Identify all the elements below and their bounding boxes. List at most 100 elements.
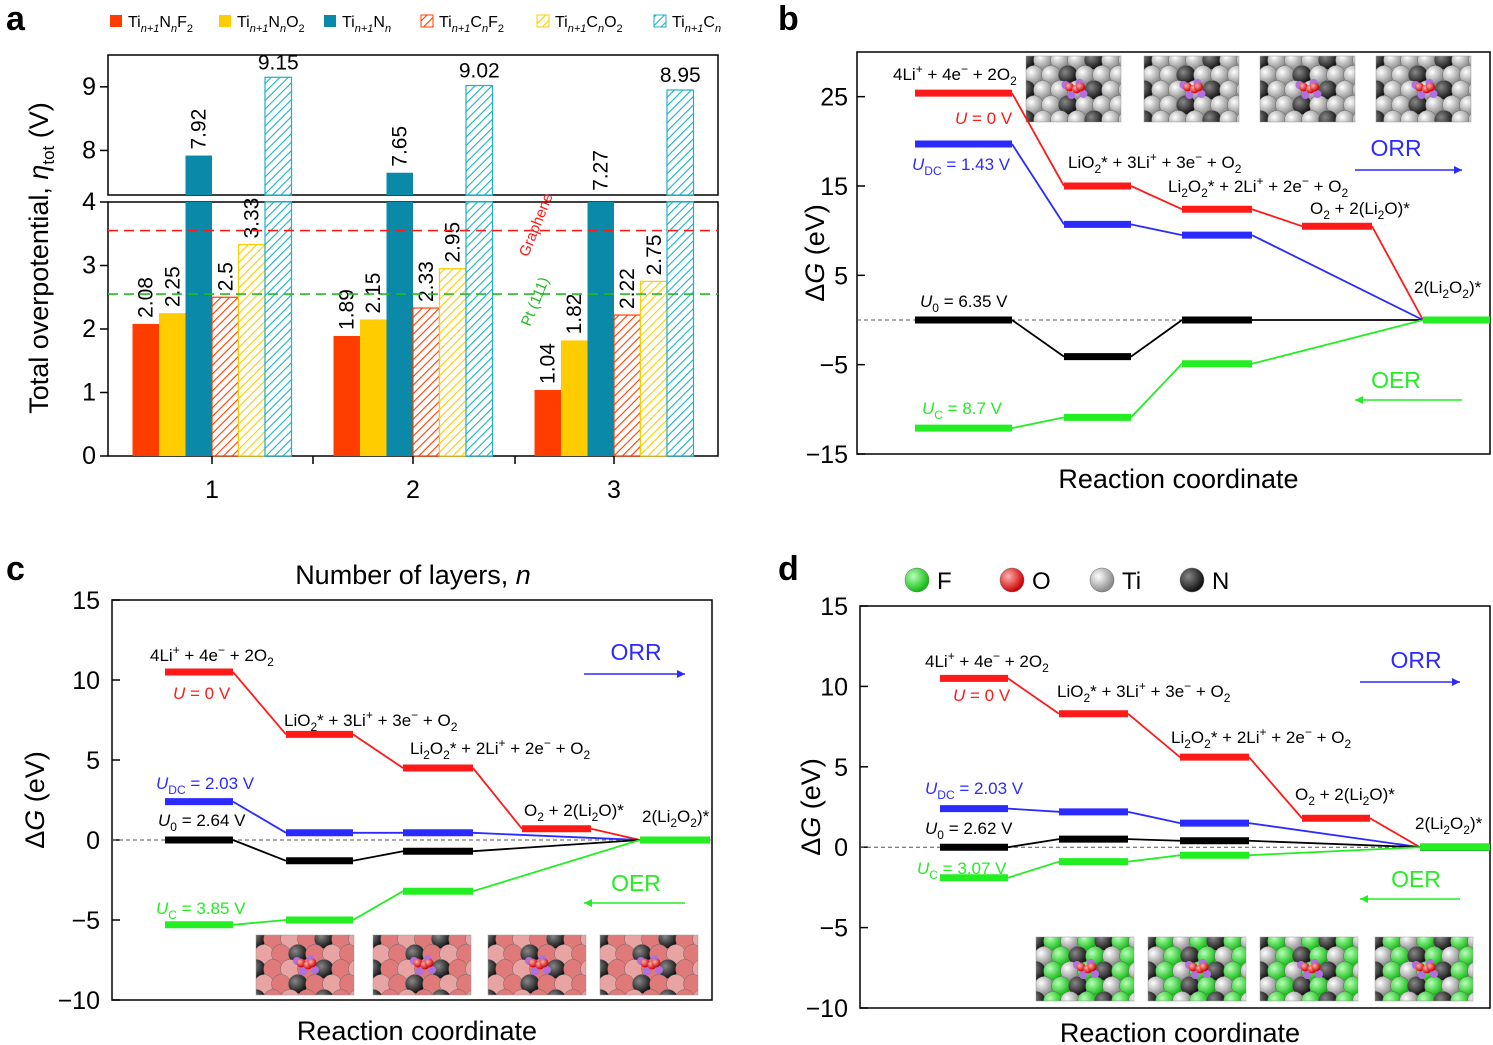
panel-b-free-energy-diagram: 25 15 5 −5 −15 4Li+ + 4e− + 2O2 LiO2* + 3Li+ +… xyxy=(800,51,1491,494)
oxygen-atom xyxy=(640,958,650,968)
y-axis-label: ΔG (eV) xyxy=(796,758,826,856)
panel-a-y-axis-label: Total overpotential, ηtot (V) xyxy=(24,102,58,414)
surface-atom xyxy=(488,989,497,995)
surface-atom xyxy=(465,935,471,948)
panel-letter-d: d xyxy=(778,550,799,588)
bar-value-label: 7.92 xyxy=(188,109,211,150)
surface-atom xyxy=(1227,65,1239,85)
lithium-atom xyxy=(299,967,307,975)
surface-atom xyxy=(1343,946,1358,966)
lithium-atom xyxy=(531,967,539,975)
molecule-atoms xyxy=(1036,937,1134,1001)
surface-atom xyxy=(1416,991,1436,1001)
surface-atom xyxy=(1240,937,1246,950)
step-label: O2 + 2(Li2O)* xyxy=(524,801,624,824)
step-label: 4Li+ + 4e− + 2O2 xyxy=(925,649,1049,675)
legend-swatch xyxy=(219,15,231,27)
y-tick-label: 0 xyxy=(834,834,848,862)
surface-atom xyxy=(1118,56,1121,67)
molecule-frame xyxy=(255,934,355,996)
bar-value-label: 2.75 xyxy=(643,235,666,276)
panel-a-bars: 2.08 1.89 1.04 2.25 2.15 1.82 7.92 7.65 7.27 2.5 2… xyxy=(132,51,701,457)
oxygen-atom xyxy=(424,958,434,968)
surface-atom xyxy=(1240,992,1246,1001)
y-tick-label: 15 xyxy=(820,173,848,201)
y-tick-label: −10 xyxy=(806,995,848,1023)
oxygen-atom xyxy=(1199,962,1209,972)
surface-atom xyxy=(1458,946,1473,966)
lithium-atom xyxy=(428,966,436,974)
atom-legend-label: Ti xyxy=(1122,568,1141,595)
connector-line xyxy=(352,733,404,769)
surface-atom xyxy=(1352,83,1355,97)
adsorbate-structure xyxy=(1147,936,1247,1002)
surface-atom xyxy=(466,990,471,995)
oxygen-atom xyxy=(1076,962,1086,972)
lithium-atom xyxy=(655,966,663,974)
surface-atom xyxy=(1128,962,1134,980)
adsorbate-structure xyxy=(599,934,699,996)
surface-atom xyxy=(1236,83,1239,97)
panel-c-free-energy-diagram: 15 10 5 0 −5 −10 4Li+ + 4e− + 2O2 LiO2* + 3Li+ … xyxy=(20,587,713,1045)
y-axis-label: ΔG (eV) xyxy=(800,204,830,302)
adsorbate-structure xyxy=(255,934,355,996)
adsorbate-structure xyxy=(1375,55,1472,123)
panel-d-free-energy-diagram: 15 10 5 0 −5 −10 4Li+ + 4e− + 2O2 LiO2* + 3Li+ … xyxy=(796,567,1491,1045)
legend-swatch xyxy=(324,15,336,27)
bar-Ti(n+1)Nn-lower xyxy=(386,202,413,456)
lithium-atom xyxy=(311,966,319,974)
surface-atom xyxy=(349,990,354,995)
y-tick-label: −5 xyxy=(71,907,100,935)
connector-line xyxy=(1127,838,1181,842)
molecule-frame xyxy=(1374,936,1474,1002)
connector-line xyxy=(352,850,404,862)
bar-Ti(n+1)Cn-upper xyxy=(465,84,494,196)
bar-value-label: 3.33 xyxy=(241,198,264,239)
x-axis-label: Reaction coordinate xyxy=(1058,464,1298,494)
potential-label: UDC = 2.03 V xyxy=(156,774,255,797)
oxygen-atom xyxy=(413,958,423,968)
potential-label: UC = 8.7 V xyxy=(922,399,1003,422)
oxygen-atom xyxy=(1415,82,1424,92)
surface-atom xyxy=(1119,976,1134,996)
surface-atom xyxy=(1450,991,1470,1001)
surface-atom xyxy=(608,989,626,995)
bar-value-label: 1.04 xyxy=(537,343,560,384)
surface-atom xyxy=(298,989,316,995)
atom-legend-label: F xyxy=(937,568,952,595)
panel-a-legend: Tin+1NnF2 Tin+1NnO2 Tin+1Nn​​ Tin+1CnF2 Tin+… xyxy=(110,14,721,35)
surface-atom xyxy=(1318,991,1338,1001)
lithium-atom xyxy=(643,967,651,975)
surface-atom xyxy=(1343,95,1355,115)
molecule-atoms xyxy=(1148,937,1246,1001)
oer-arrowhead xyxy=(1360,895,1368,903)
surface-atom xyxy=(1260,991,1270,1001)
oxygen-atom xyxy=(651,958,661,968)
surface-atom xyxy=(381,989,399,995)
surface-atom xyxy=(693,990,698,995)
surface-atom xyxy=(1033,110,1053,122)
surface-atom xyxy=(398,989,416,995)
connector-line xyxy=(1248,822,1421,849)
oer-arrowhead xyxy=(584,899,592,907)
bar-value-label: 2.15 xyxy=(362,273,385,314)
surface-atom xyxy=(1433,991,1453,1001)
adsorbate-structure xyxy=(1035,936,1135,1002)
step-label: LiO2* + 3Li+ + 3e− + O2 xyxy=(284,708,458,734)
surface-atom xyxy=(1151,110,1171,122)
surface-atom xyxy=(564,989,582,995)
potential-label: UDC = 1.43 V xyxy=(912,155,1011,178)
surface-atom xyxy=(1236,113,1239,122)
panel-letter-a: a xyxy=(6,0,26,38)
y-tick-label: 10 xyxy=(72,667,100,695)
molecule-frame xyxy=(1259,55,1356,123)
surface-atom xyxy=(1375,991,1385,1001)
y-tick-label: 0 xyxy=(86,827,100,855)
lithium-atom xyxy=(1418,971,1426,979)
oxygen-atom xyxy=(1194,82,1203,92)
surface-atom xyxy=(1155,991,1175,1001)
orr-arrowhead xyxy=(1452,678,1460,686)
surface-atom xyxy=(1189,991,1209,1001)
y-tick-label: −5 xyxy=(819,915,848,943)
atom-legend-ball xyxy=(904,567,930,593)
